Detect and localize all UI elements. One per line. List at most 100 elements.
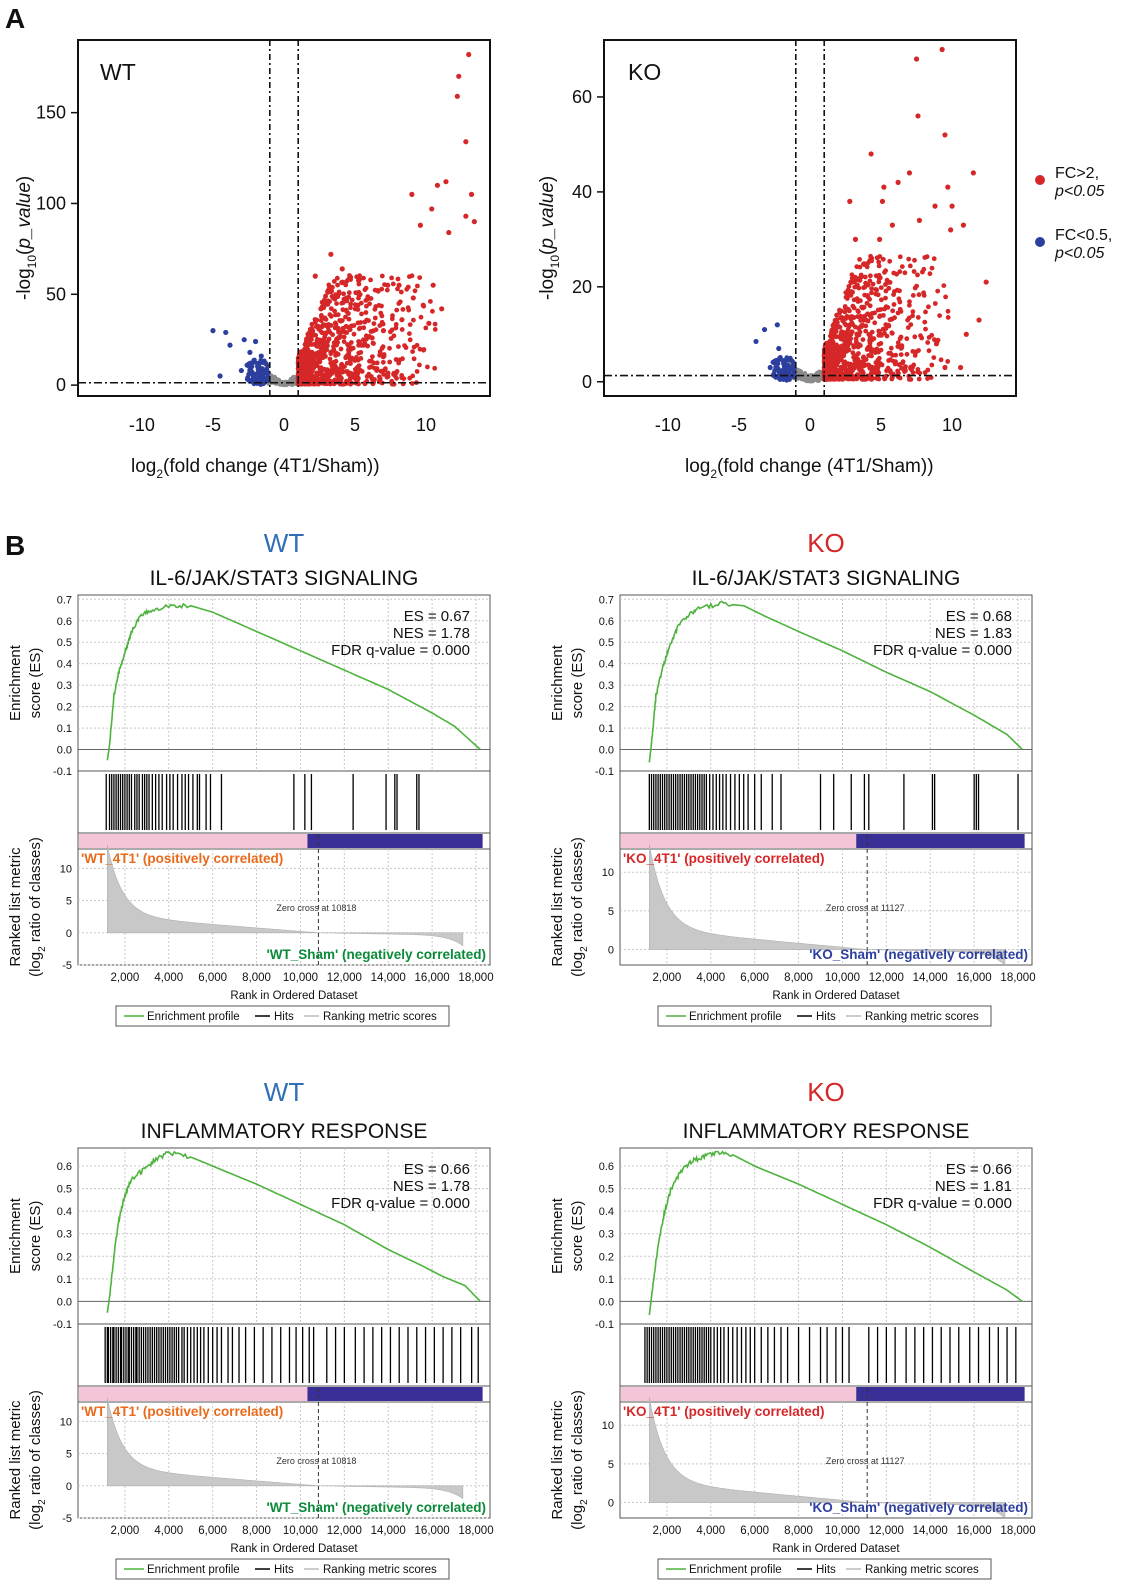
up-point [418, 314, 424, 320]
up-point [932, 203, 938, 209]
up-point [417, 275, 423, 280]
up-point [399, 375, 405, 381]
volcano-ko-frame [603, 39, 1017, 397]
up-point [844, 329, 850, 335]
up-point [328, 306, 334, 311]
rank-axis-label: Rank in Ordered Dataset [230, 1543, 358, 1555]
up-point [845, 293, 851, 299]
up-point [874, 346, 880, 352]
up-point [837, 376, 842, 382]
up-point [421, 347, 426, 353]
y-tick-label: 50 [46, 284, 66, 304]
up-point [334, 301, 339, 306]
es-frame [619, 594, 1033, 772]
metric-axis-label-line1: Ranked list metric [549, 847, 566, 967]
metric-tick-label: 0 [66, 928, 72, 940]
rank-bar-positive [621, 834, 857, 848]
down-point [227, 342, 233, 348]
rank-tick-label: 18,000 [1000, 972, 1035, 984]
down-point [250, 371, 256, 377]
es-tick-label: 0.5 [57, 1184, 72, 1196]
up-point [312, 273, 318, 279]
up-point [891, 292, 896, 297]
up-point [866, 332, 872, 337]
down-point [776, 375, 782, 381]
up-point [410, 349, 415, 354]
up-point [832, 358, 837, 364]
up-point [344, 360, 350, 366]
up-point [333, 312, 338, 318]
up-point [331, 359, 337, 365]
rank-tick-label: 16,000 [957, 972, 992, 984]
up-point [941, 283, 947, 288]
up-point [849, 279, 854, 285]
es-tick-label: 0.1 [599, 1274, 614, 1286]
rank-bar-negative [856, 1387, 1025, 1401]
ylabel-sub: 10 [25, 255, 39, 269]
up-point [865, 294, 871, 300]
up-point [877, 361, 883, 366]
up-point [860, 337, 866, 342]
up-point [385, 374, 391, 379]
down-point [753, 338, 759, 345]
up-point [879, 198, 886, 204]
up-point [343, 282, 349, 288]
nes-stat: NES = 1.78 [393, 1178, 470, 1195]
up-point [825, 340, 831, 346]
up-point [348, 277, 353, 282]
up-point [869, 258, 874, 264]
up-point [371, 321, 377, 326]
rank-tick-label: 14,000 [371, 972, 406, 984]
down-point [774, 322, 780, 328]
up-point [344, 309, 349, 314]
rank-tick-label: 2,000 [111, 972, 140, 984]
gsea-ko-il6-panel: KO IL-6/JAK/STAT3 SIGNALING 0.7 0.6 0.5 0.4 0.… [549, 528, 1036, 1027]
up-point [463, 213, 469, 219]
volcano-legend: FC>2, p<0.05 FC<0.5, p<0.05 [1035, 165, 1112, 262]
up-point [864, 264, 870, 270]
up-point [341, 339, 347, 344]
metric-axis-label-line1: Ranked list metric [7, 1400, 24, 1520]
legend-ranking-label: Ranking metric scores [323, 1011, 437, 1023]
up-point [842, 304, 848, 309]
up-point [831, 325, 836, 331]
legend-ranking-label: Ranking metric scores [323, 1564, 437, 1576]
x-tick-label: -10 [129, 415, 155, 435]
up-point [845, 376, 851, 382]
es-tick-label: 0.6 [599, 1161, 614, 1173]
up-point [910, 349, 916, 354]
up-point [354, 355, 359, 360]
fdr-stat: FDR q-value = 0.000 [873, 1195, 1012, 1212]
es-tick-label: 0.5 [57, 637, 72, 649]
down-point [255, 371, 260, 376]
up-point [347, 370, 353, 376]
up-point [851, 376, 856, 382]
up-point [407, 322, 413, 327]
up-point [410, 295, 416, 301]
up-point [332, 363, 338, 369]
up-point [336, 335, 342, 341]
up-point [407, 337, 413, 343]
up-point [328, 251, 334, 257]
up-point [309, 368, 315, 374]
rank-tick-label: 6,000 [198, 972, 227, 984]
up-point [396, 282, 402, 288]
up-point [945, 184, 951, 190]
up-point [331, 347, 337, 352]
down-point [246, 372, 252, 377]
up-point [928, 375, 934, 380]
up-point [898, 352, 904, 357]
x-tick-label: -5 [731, 415, 747, 435]
up-point [869, 290, 874, 296]
down-point [789, 358, 795, 364]
negative-class-label: 'WT_Sham' (negatively correlated) [267, 1500, 486, 1515]
up-point [895, 340, 901, 345]
x-tick-label: 0 [279, 415, 289, 435]
up-point [911, 269, 917, 274]
up-point [375, 288, 381, 294]
up-point [322, 315, 328, 321]
up-point [311, 359, 317, 365]
down-point [247, 349, 253, 356]
es-tick-label: 0.2 [57, 702, 72, 714]
up-point [929, 332, 935, 338]
